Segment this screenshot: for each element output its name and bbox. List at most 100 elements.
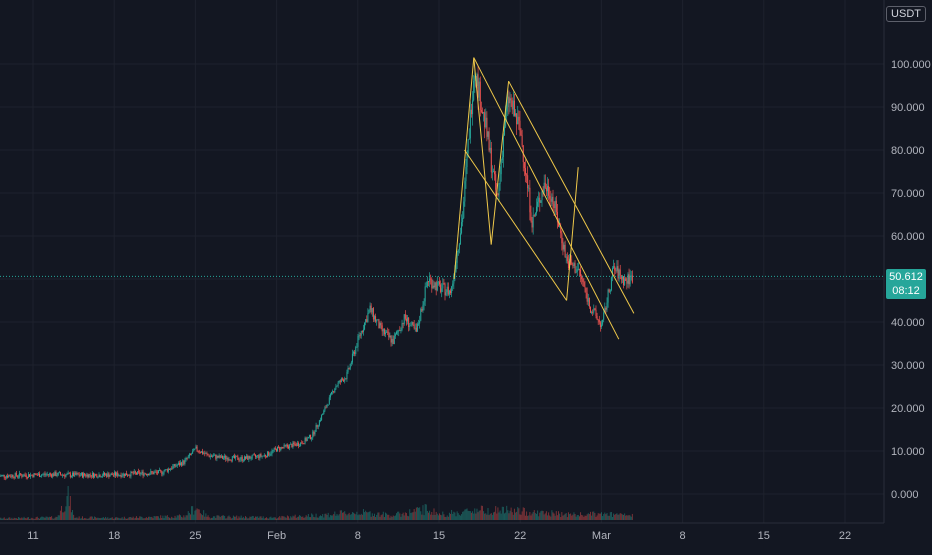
volume-bar: [535, 513, 536, 520]
y-tick-label: 90.000: [891, 102, 925, 114]
candle-body: [458, 250, 459, 253]
volume-bar: [124, 517, 125, 520]
candle-body: [333, 391, 334, 392]
volume-bar: [186, 515, 187, 520]
volume-bar: [352, 512, 353, 520]
volume-bar: [433, 508, 434, 520]
volume-bar: [162, 516, 163, 520]
volume-bar: [79, 516, 80, 520]
candle-body: [244, 456, 245, 460]
volume-bar: [452, 514, 453, 520]
candle-body: [89, 474, 90, 477]
candle-body: [422, 305, 423, 311]
candle-body: [416, 328, 417, 332]
volume-bar: [348, 514, 349, 520]
volume-bar: [417, 507, 418, 520]
candle-body: [305, 438, 306, 444]
volume-bar: [507, 510, 508, 520]
candle-body: [15, 473, 16, 478]
volume-bar: [217, 515, 218, 520]
currency-badge[interactable]: USDT: [886, 6, 926, 22]
volume-bar: [295, 515, 296, 520]
candle-body: [169, 469, 170, 470]
volume-bar: [473, 514, 474, 520]
candle-body: [290, 444, 291, 445]
volume-bar: [264, 519, 265, 520]
volume-bar: [8, 518, 9, 520]
volume-bar: [137, 518, 138, 520]
candle-body: [338, 383, 339, 386]
volume-bar: [144, 518, 145, 520]
volume-bar: [314, 517, 315, 520]
candle-body: [200, 452, 201, 453]
candle-body: [519, 121, 520, 131]
candle-body: [140, 473, 141, 474]
candle-body: [551, 197, 552, 202]
candle-body: [8, 475, 9, 477]
y-tick-label: 80.000: [891, 145, 925, 157]
candle-body: [378, 319, 379, 328]
candle-body: [429, 279, 430, 282]
volume-bar: [578, 515, 579, 520]
candle-body: [350, 364, 351, 369]
candle-body: [590, 307, 591, 313]
candle-body: [268, 452, 269, 456]
volume-bar: [437, 514, 438, 520]
volume-bar: [234, 517, 235, 520]
candle-body: [184, 460, 185, 464]
volume-bar: [593, 512, 594, 520]
candle-body: [168, 469, 169, 472]
candle-body: [342, 379, 343, 380]
volume-bar: [255, 517, 256, 520]
candle-body: [545, 183, 546, 188]
candle-body: [529, 188, 530, 213]
volume-bar: [532, 514, 533, 520]
volume-bar: [462, 512, 463, 520]
candle-body: [28, 474, 29, 477]
candle-body: [320, 420, 321, 421]
candle-body: [532, 221, 533, 227]
candle-body: [339, 381, 340, 383]
candle-body: [308, 437, 309, 438]
x-tick-label: 22: [839, 530, 851, 542]
volume-bar: [159, 518, 160, 520]
volume-bar: [394, 516, 395, 520]
volume-bar: [98, 518, 99, 520]
candle-body: [500, 174, 501, 184]
candle-body: [329, 397, 330, 404]
volume-bar: [246, 517, 247, 520]
volume-bar: [526, 511, 527, 520]
candle-body: [354, 352, 355, 354]
candle-body: [91, 475, 92, 476]
candle-body: [539, 198, 540, 203]
volume-bar: [285, 517, 286, 520]
volume-bar: [350, 515, 351, 520]
volume-bar: [56, 517, 57, 520]
volume-bar: [504, 513, 505, 520]
volume-bar: [400, 517, 401, 520]
volume-bar: [346, 515, 347, 520]
candle-body: [550, 199, 551, 202]
volume-bar: [422, 505, 423, 520]
candle-body: [56, 472, 57, 476]
candle-body: [459, 244, 460, 249]
volume-bar: [544, 514, 545, 520]
volume-bar: [344, 511, 345, 520]
volume-bar: [181, 517, 182, 520]
candle-body: [146, 474, 147, 475]
volume-bar: [127, 519, 128, 520]
volume-bar: [479, 511, 480, 520]
volume-bar: [279, 516, 280, 520]
candle-body: [468, 139, 469, 153]
candle-body: [270, 454, 271, 455]
candle-body: [420, 309, 421, 321]
candle-body: [104, 473, 105, 475]
volume-bar: [591, 516, 592, 520]
volume-bar: [270, 517, 271, 520]
candle-body: [58, 473, 59, 476]
candle-body: [6, 476, 7, 478]
candle-body: [334, 389, 335, 393]
volume-bar: [199, 509, 200, 520]
